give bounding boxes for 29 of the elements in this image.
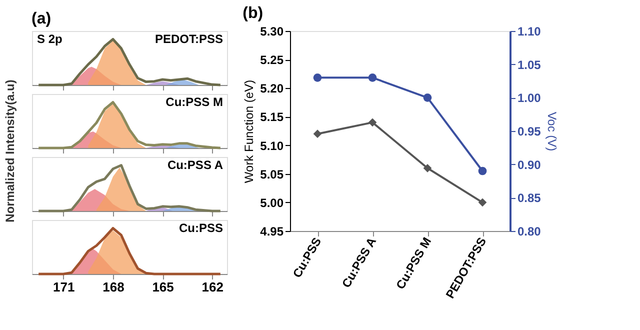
y-tick-label: 4.95: [260, 224, 284, 238]
annotation: Cu:PSS: [178, 221, 223, 235]
y-tick-label: 5.20: [260, 82, 284, 96]
y-tick-label: 5.05: [260, 167, 284, 182]
y-tick-label: 5.10: [260, 138, 284, 153]
y-axis-title: Normalized Intensity(a.u): [3, 80, 17, 222]
y2-axis-title: Voc (V): [544, 112, 559, 152]
chart-title: (a): [32, 10, 52, 28]
y-tick-label: 5.15: [260, 110, 284, 124]
y2-tick-label: 1.00: [518, 91, 542, 106]
y2-tick-label: 0.90: [518, 158, 542, 172]
annotation: Cu:PSS A: [167, 158, 224, 172]
y-tick-label: 5.25: [260, 53, 284, 68]
x-tick-label: 162: [202, 280, 224, 294]
y-tick-label: 5.00: [260, 196, 284, 210]
y-axis-title: Work Function (eV): [242, 80, 256, 184]
annotation: S 2p: [37, 32, 62, 46]
y-tick-label: 5.30: [260, 24, 284, 38]
y2-tick-label: 1.05: [518, 58, 542, 72]
y2-tick-label: 0.85: [518, 191, 542, 206]
y2-tick-label: 0.80: [518, 224, 542, 238]
chart-title: (b): [242, 5, 264, 22]
y2-tick-label: 1.10: [518, 24, 542, 38]
annotation: PEDOT:PSS: [154, 32, 223, 46]
x-tick-label: 168: [102, 280, 124, 294]
y2-tick-label: 0.95: [518, 124, 542, 138]
x-tick-label: 171: [53, 280, 75, 294]
annotation: Cu:PSS M: [166, 95, 223, 109]
x-tick-label: 165: [152, 280, 174, 294]
